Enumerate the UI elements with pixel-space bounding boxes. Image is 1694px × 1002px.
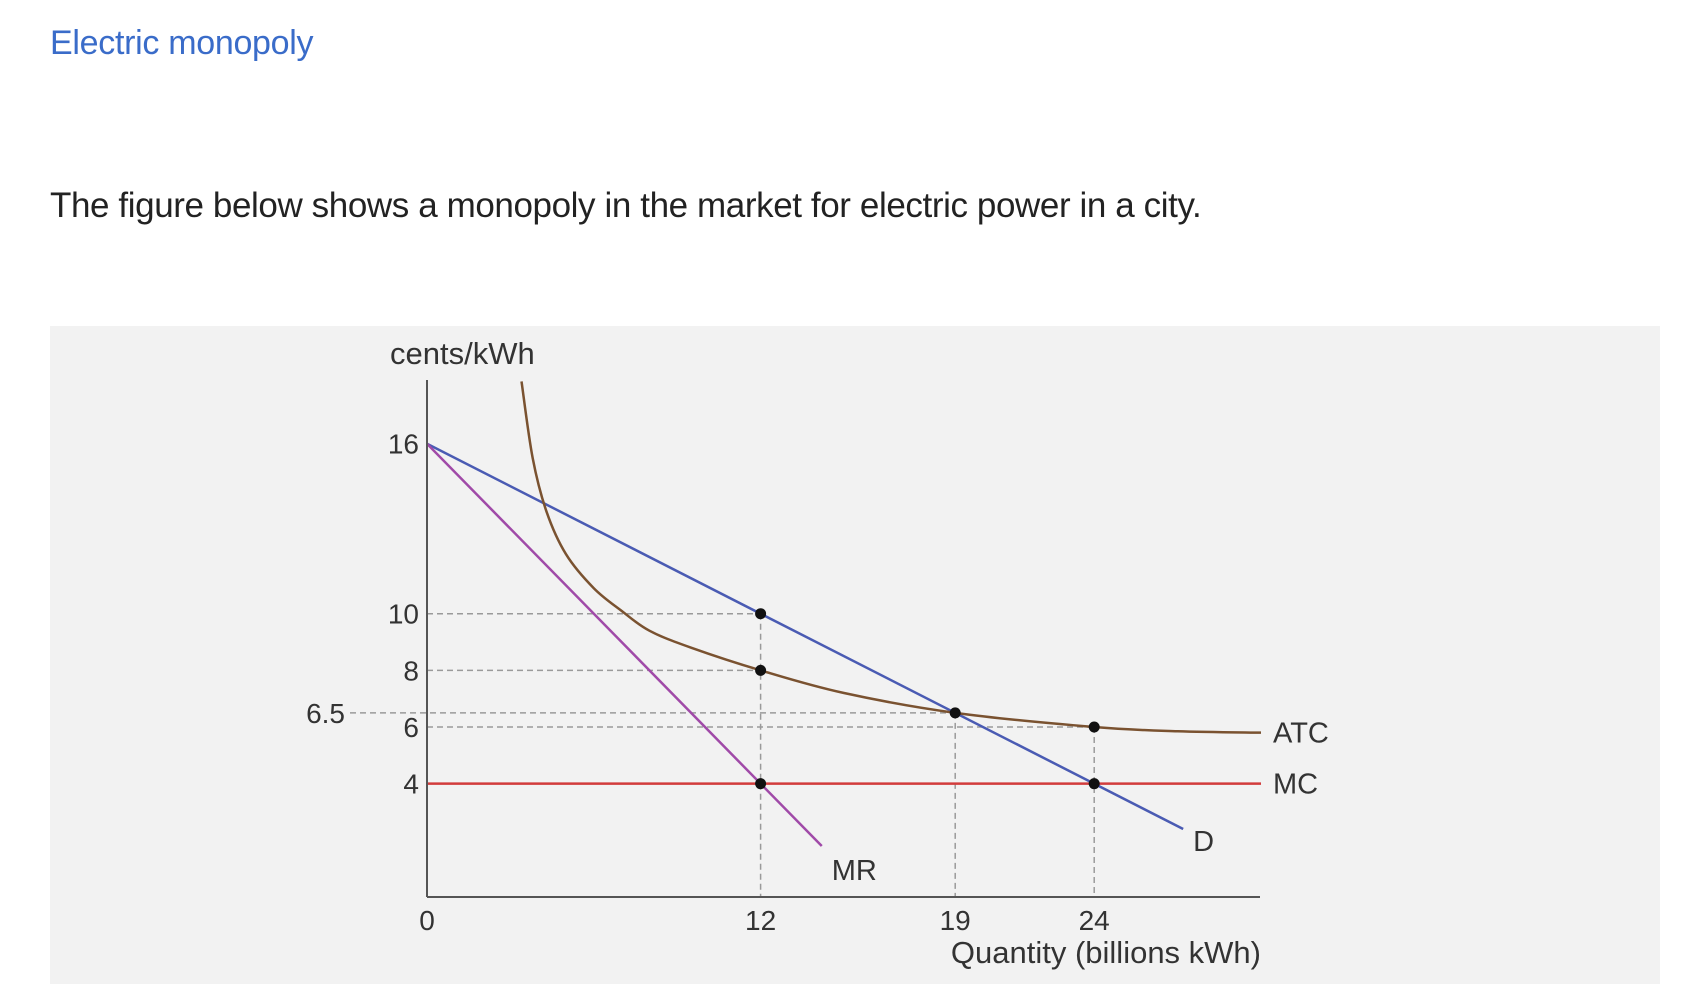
figure-panel: cents/kWh Quantity (billions kWh) 16 10 8 6… (50, 326, 1660, 984)
x-tick-label: 12 (745, 905, 776, 936)
data-points (755, 608, 1100, 790)
data-point (949, 707, 961, 719)
monopoly-chart: cents/kWh Quantity (billions kWh) 16 10 8 6… (306, 336, 1329, 970)
series-labels: ATC MC MR D (832, 718, 1329, 887)
marginal-revenue-curve (427, 442, 823, 847)
axes (426, 380, 1260, 898)
x-tick-label: 24 (1079, 905, 1110, 936)
chart-labels: cents/kWh Quantity (billions kWh) (390, 336, 1261, 970)
data-point (755, 778, 767, 790)
data-point (755, 664, 767, 676)
x-axis-label: Quantity (billions kWh) (951, 935, 1261, 970)
page-title-link[interactable]: Electric monopoly (50, 24, 314, 62)
y-tick-label-extra: 6.5 (306, 698, 345, 729)
guide-lines (350, 612, 1095, 897)
y-tick-label: 8 (403, 655, 419, 686)
series-label-mr: MR (832, 855, 877, 887)
y-tick-label: 10 (388, 599, 419, 630)
intro-paragraph: The figure below shows a monopoly in the… (50, 186, 1202, 225)
x-tick-label: 19 (940, 905, 971, 936)
tick-labels: 16 10 8 6 4 6.5 0 12 19 24 (306, 429, 1110, 936)
data-point (1088, 721, 1100, 733)
y-tick-label: 6 (403, 712, 419, 743)
demand-curve (427, 442, 1184, 831)
x-tick-label: 0 (419, 905, 435, 936)
data-point (1088, 778, 1100, 790)
series-label-d: D (1193, 826, 1214, 858)
y-tick-label: 4 (403, 769, 419, 800)
series-label-atc: ATC (1273, 718, 1329, 750)
y-tick-label: 16 (388, 429, 419, 460)
series-label-mc: MC (1273, 769, 1318, 801)
y-axis-label: cents/kWh (390, 336, 535, 371)
data-point (755, 608, 767, 620)
